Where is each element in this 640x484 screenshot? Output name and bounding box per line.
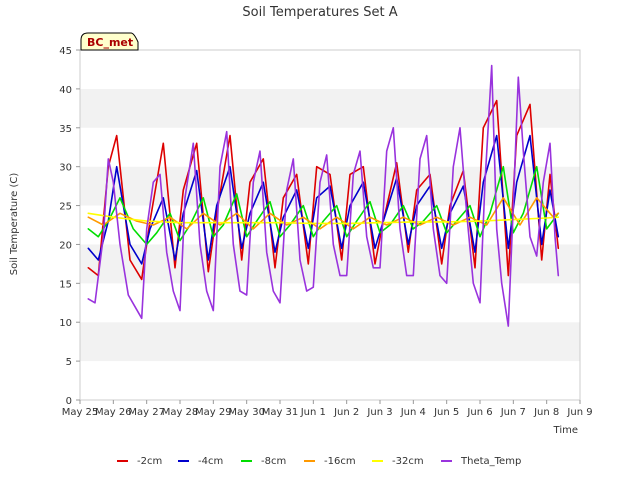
x-tick-label: Jun 6 <box>466 407 492 418</box>
series-line-theta-temp <box>87 64 560 327</box>
x-tick-label: May 29 <box>195 407 232 418</box>
x-tick-label: May 25 <box>62 407 99 418</box>
station-label: BC_met <box>87 36 133 49</box>
y-tick-label: 0 <box>66 396 72 407</box>
legend: -2cm -4cm -8cm -16cm -32cm Theta_Temp <box>117 456 521 467</box>
x-tick-label: May 27 <box>128 407 165 418</box>
series-line-8cm <box>87 165 560 246</box>
grid-band <box>80 50 580 89</box>
x-tick-label: Jun 7 <box>500 407 526 418</box>
x-tick-label: Jun 3 <box>366 407 392 418</box>
y-axis-label: Soil Temperature (C) <box>9 173 20 276</box>
grid-band <box>80 361 580 400</box>
legend-label: -2cm <box>137 456 162 467</box>
x-tick-label: Jun 9 <box>566 407 592 418</box>
x-tick-label: Jun 5 <box>433 407 459 418</box>
legend-label: Theta_Temp <box>460 456 521 467</box>
y-tick-label: 20 <box>59 240 72 251</box>
y-tick-label: 15 <box>59 279 72 290</box>
chart-title: Soil Temperatures Set A <box>242 5 397 20</box>
y-tick-label: 10 <box>59 318 72 329</box>
series-line-4cm <box>87 134 560 265</box>
x-tick-label: Jun 8 <box>533 407 559 418</box>
x-tick-label: May 30 <box>228 407 265 418</box>
grid-band <box>80 322 580 362</box>
x-tick-label: May 26 <box>95 407 132 418</box>
x-axis-label: Time <box>553 425 578 436</box>
y-tick-label: 35 <box>59 124 72 135</box>
grid-band <box>80 283 580 323</box>
legend-label: -32cm <box>392 456 424 467</box>
station-badge: BC_met <box>80 32 139 51</box>
x-tick-label: Jun 1 <box>300 407 326 418</box>
x-tick-label: Jun 2 <box>333 407 359 418</box>
legend-label: -8cm <box>261 456 286 467</box>
x-tick-label: Jun 4 <box>400 407 426 418</box>
y-tick-label: 5 <box>66 357 72 368</box>
grid-band <box>80 88 580 128</box>
legend-label: -16cm <box>324 456 356 467</box>
plot-area <box>79 49 581 401</box>
grid-band <box>80 244 580 284</box>
y-tick-label: 30 <box>59 163 72 174</box>
y-tick-label: 45 <box>59 46 72 57</box>
y-tick-label: 25 <box>59 202 72 213</box>
legend-label: -4cm <box>198 456 223 467</box>
grid-band <box>80 127 580 167</box>
x-tick-label: May 31 <box>262 407 299 418</box>
y-tick-label: 40 <box>59 85 72 96</box>
x-tick-label: May 28 <box>162 407 199 418</box>
